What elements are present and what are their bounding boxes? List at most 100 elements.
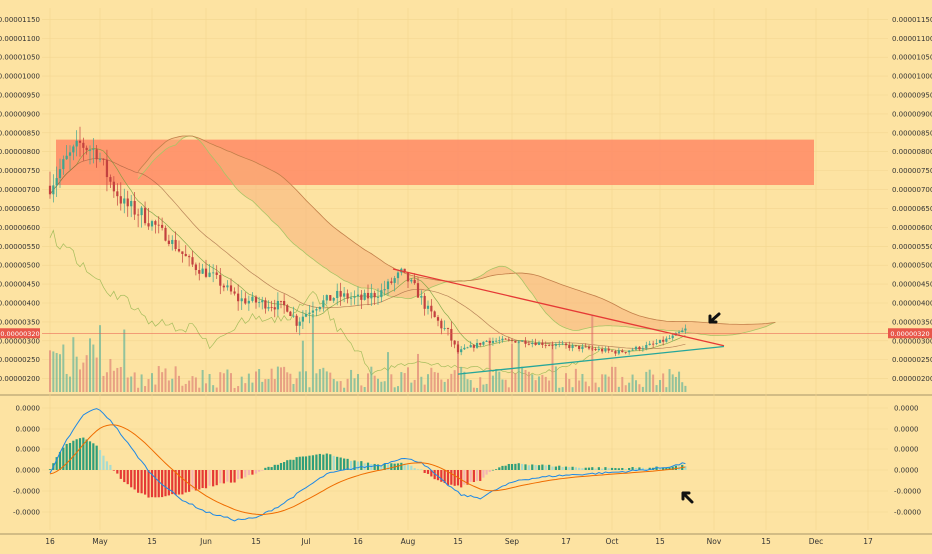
macd-histogram-bar [98, 450, 102, 470]
macd-histogram-bar [376, 464, 380, 470]
macd-histogram-bar [75, 439, 78, 470]
current-price-label-right: 0.00000320 [890, 330, 929, 338]
candle-body [548, 344, 551, 346]
price-tick-label-left: 0.00001100 [0, 35, 40, 43]
candle-body [292, 315, 295, 317]
volume-bar [69, 376, 71, 392]
macd-histogram-bar [68, 443, 72, 470]
volume-bar [635, 380, 637, 392]
annotation-arrows [681, 312, 721, 504]
volume-bar [353, 378, 356, 392]
candle-body [279, 300, 283, 302]
current-price-tag-right [888, 328, 932, 339]
trendline-up [457, 345, 725, 375]
macd-histogram-bar [267, 466, 270, 470]
candle-body [133, 200, 136, 215]
macd-histogram-bar [426, 470, 430, 474]
volume-bar [527, 371, 530, 392]
volume-bar [240, 376, 243, 392]
candle-body [130, 200, 133, 207]
candle-body [240, 298, 243, 302]
volume-bar [154, 384, 157, 392]
candle-body [283, 300, 286, 306]
candle-body [181, 251, 184, 254]
candle-body [55, 178, 58, 186]
volume-bar [85, 355, 88, 392]
macd-histogram-bar [82, 437, 85, 470]
volume-bar [578, 380, 581, 392]
candle-body [527, 343, 530, 345]
candle-body [591, 348, 594, 350]
macd-histogram-bar [668, 467, 671, 470]
volume-bar [171, 378, 174, 392]
volume-bar [244, 383, 247, 392]
volume-bar [531, 374, 534, 392]
volume-bar [247, 373, 250, 392]
volume-bar [147, 379, 150, 392]
price-tick-label-right: 0.00000250 [892, 356, 932, 364]
candle-body [621, 350, 624, 353]
candle-body [247, 300, 250, 304]
volume-bar [276, 366, 279, 392]
candle-body [226, 285, 229, 288]
price-tick-label-left: 0.00000250 [0, 356, 40, 364]
volume-bar [417, 353, 419, 392]
macd-histogram-bar [130, 470, 133, 488]
macd-histogram-bar [581, 468, 584, 470]
candlesticks[interactable] [48, 126, 687, 357]
volume-bar [322, 367, 325, 392]
macd-histogram-bar [544, 465, 547, 470]
volume-bar [329, 372, 332, 392]
volume-bar [611, 366, 613, 392]
candle-body [237, 293, 240, 302]
macd-histogram-bar [72, 440, 75, 470]
current-price-markers: 0.00000320 0.00000320 [0, 328, 932, 339]
candle-body [491, 340, 495, 343]
candle-body [62, 159, 65, 170]
volume-bar [671, 374, 674, 392]
macd-histogram-bar [531, 464, 534, 470]
volume-bar [457, 340, 459, 392]
volume-bar [164, 368, 167, 392]
volume-bar [181, 385, 184, 392]
candle-body [658, 339, 662, 343]
candle-body [531, 342, 534, 345]
macd-histogram-bar [254, 470, 258, 474]
volume-bar [447, 379, 449, 392]
macd-histogram-bar [501, 465, 504, 470]
volume-bar [49, 350, 51, 392]
volume-bar [674, 376, 677, 392]
volume-bar [507, 387, 510, 392]
volume-bar [92, 344, 95, 392]
volume-bar [332, 378, 335, 392]
candle-body [322, 300, 325, 308]
volume-bar [298, 371, 301, 392]
macd-histogram-bar [436, 470, 440, 481]
volume-bar [370, 366, 373, 392]
candle-body [332, 297, 335, 301]
volume-bar [534, 380, 537, 392]
time-tick-label: 16 [45, 537, 55, 546]
candle-body [48, 185, 52, 195]
candle-body [614, 351, 617, 354]
candle-body [222, 285, 225, 288]
candle-body [463, 347, 466, 350]
volume-bar [460, 366, 463, 392]
macd-histogram-bar [423, 470, 426, 473]
price-tick-label-right: 0.00000800 [892, 148, 932, 156]
macd-histogram-bar [261, 470, 264, 471]
volume-bar [588, 386, 590, 392]
volume-bar [308, 387, 311, 392]
macd-histogram-bar [102, 455, 105, 470]
price-tick-label-left: 0.00000300 [0, 337, 40, 345]
volume-bar [62, 344, 65, 392]
volume-bar [437, 372, 439, 392]
candle-body [410, 279, 413, 282]
candle-body [116, 191, 119, 197]
volume-bar [631, 374, 634, 392]
volume-bar [339, 381, 342, 392]
volume-bar [286, 372, 289, 392]
volume-bar [222, 373, 225, 392]
candle-body [453, 340, 456, 345]
